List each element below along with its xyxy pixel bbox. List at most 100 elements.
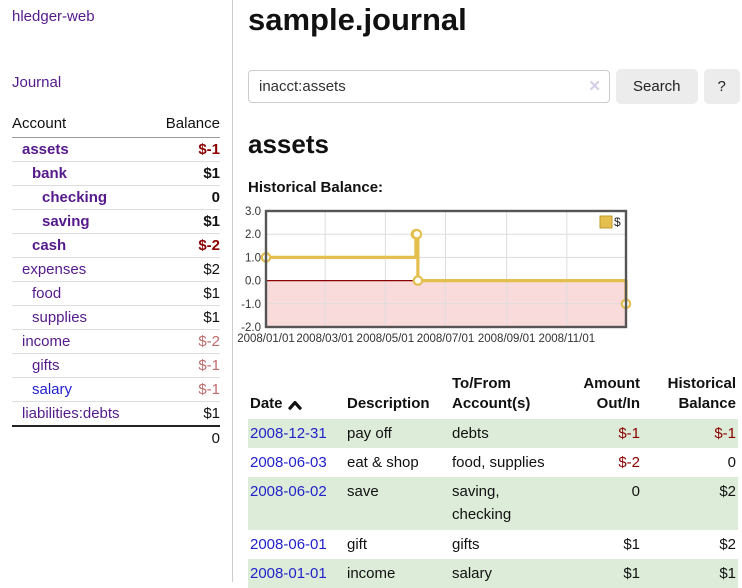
account-heading: assets [248,129,329,159]
account-row: salary $-1 [12,377,220,402]
register-table: Date Description To/From Account(s) Amou… [248,373,738,588]
transaction-date-link[interactable]: 2008-06-02 [250,483,327,500]
sort-ascending-chevron-icon [287,401,302,411]
historical-balance-chart: $3.0 2.0 1.0 0.0 -1.0 -2.0 2008/01/01 2008/03/0… [234,202,742,353]
clear-search-icon[interactable]: ✕ [588,78,601,95]
transaction-amount: 0 [631,483,640,500]
transaction-row: 2008-06-02 save saving, checking 0 $2 [248,477,738,530]
sidebar-account-link[interactable]: cash [32,237,67,254]
sidebar-account-link[interactable]: salary [32,381,73,398]
y-tick-label: 2.0 [245,229,261,241]
transaction-accounts: salary [452,564,493,582]
transaction-balance: $2 [719,535,736,553]
x-tick-label: 2008/07/01 [417,333,475,345]
sidebar: hledger-web Journal Account Balance asse… [0,0,233,582]
sidebar-account-link[interactable]: saving [42,213,90,230]
y-tick-label: 1.0 [245,252,261,264]
x-tick-label: 2008/03/01 [296,333,354,345]
account-row: food $1 [12,281,220,306]
transaction-amount: $-1 [618,424,640,442]
register-header-row: Date Description To/From Account(s) Amou… [248,373,738,419]
transaction-date-link[interactable]: 2008-06-01 [250,535,327,553]
account-balance: $-2 [150,329,220,354]
sidebar-account-link[interactable]: checking [42,189,108,206]
sidebar-account-link[interactable]: supplies [32,309,88,326]
account-balance: $1 [150,161,220,186]
sidebar-account-link[interactable]: gifts [32,357,60,374]
transaction-row: 2008-01-01 income salary $1 $1 [248,558,738,588]
register-header-date[interactable]: Date [248,373,345,419]
main-content: sample.journal ✕ Search ? assets Histori… [233,0,742,588]
legend-label: $ [614,215,621,229]
sidebar-account-link[interactable]: bank [32,165,68,182]
data-point-marker [411,228,423,240]
app-title-link[interactable]: hledger-web [12,8,95,25]
sidebar-item-journal[interactable]: Journal [12,74,62,91]
account-balance: $-1 [150,377,220,402]
y-tick-label: -1.0 [241,299,261,311]
accounts-table: Account Balance assets $-1 bank $1 checking 0… [12,111,220,450]
transaction-date-link[interactable]: 2008-01-01 [250,564,327,582]
y-tick-label: -2.0 [241,322,261,334]
account-row: bank $1 [12,161,220,186]
register-header-balance: Historical Balance [667,375,736,413]
x-tick-label: 2008/01/01 [237,333,295,345]
transaction-balance: 0 [727,453,736,471]
transaction-accounts: gifts [452,535,480,553]
help-button[interactable]: ? [703,69,740,104]
sidebar-account-link[interactable]: food [32,285,62,302]
transaction-date-link[interactable]: 2008-06-03 [250,453,327,471]
date-header-label: Date [250,395,283,413]
account-balance: $-2 [150,233,220,258]
transaction-amount: $-2 [618,453,640,471]
page-title: sample.journal [248,2,467,37]
transaction-accounts: food, supplies [452,453,545,471]
transaction-amount: $1 [623,564,640,582]
account-balance: 0 [150,185,220,210]
y-tick-label: 0.0 [245,276,261,288]
transaction-description: pay off [347,424,392,442]
transaction-description: income [347,564,396,582]
sidebar-account-link[interactable]: liabilities:debts [22,405,120,422]
search-input[interactable] [248,70,610,103]
account-balance: $1 [150,209,220,234]
accounts-total-row: 0 [12,425,220,450]
register-header-amount: Amount Out/In [583,375,640,413]
x-tick-label: 2008/11/01 [538,333,595,345]
transaction-date-link[interactable]: 2008-12-31 [250,424,327,442]
account-row: cash $-2 [12,233,220,258]
chart-title: Historical Balance: [248,179,384,196]
account-row: liabilities:debts $1 [12,401,220,427]
accounts-header-balance: Balance [150,111,220,138]
data-point-marker [412,275,424,286]
sidebar-account-link[interactable]: expenses [22,261,87,278]
account-balance: $2 [150,257,220,282]
sidebar-account-link[interactable]: assets [22,141,69,158]
account-balance: $-1 [150,353,220,378]
x-tick-label: 2008/05/01 [357,333,415,345]
transaction-accounts: saving, checking [452,483,512,524]
account-balance: $1 [150,401,220,427]
accounts-total-value: 0 [150,425,220,450]
account-row: checking 0 [12,185,220,210]
transaction-row: 2008-12-31 pay off debts $-1 $-1 [248,418,738,448]
transaction-row: 2008-06-01 gift gifts $1 $2 [248,529,738,559]
transaction-description: gift [347,535,368,553]
register-header-accounts: To/From Account(s) [452,375,531,413]
transaction-amount: $1 [623,535,640,553]
transaction-description: eat & shop [347,453,419,471]
transaction-row: 2008-06-03 eat & shop food, supplies $-2 0 [248,447,738,477]
transaction-description: save [347,483,379,500]
search-box: ✕ [248,70,610,103]
account-row: income $-2 [12,329,220,354]
transaction-accounts: debts [452,424,489,442]
transaction-balance: $-1 [714,424,736,442]
account-row: saving $1 [12,209,220,234]
sidebar-account-link[interactable]: income [22,333,71,350]
account-balance: $1 [150,281,220,306]
search-button[interactable]: Search [616,69,698,104]
register-header-description: Description [347,395,430,413]
legend-swatch [599,215,613,229]
